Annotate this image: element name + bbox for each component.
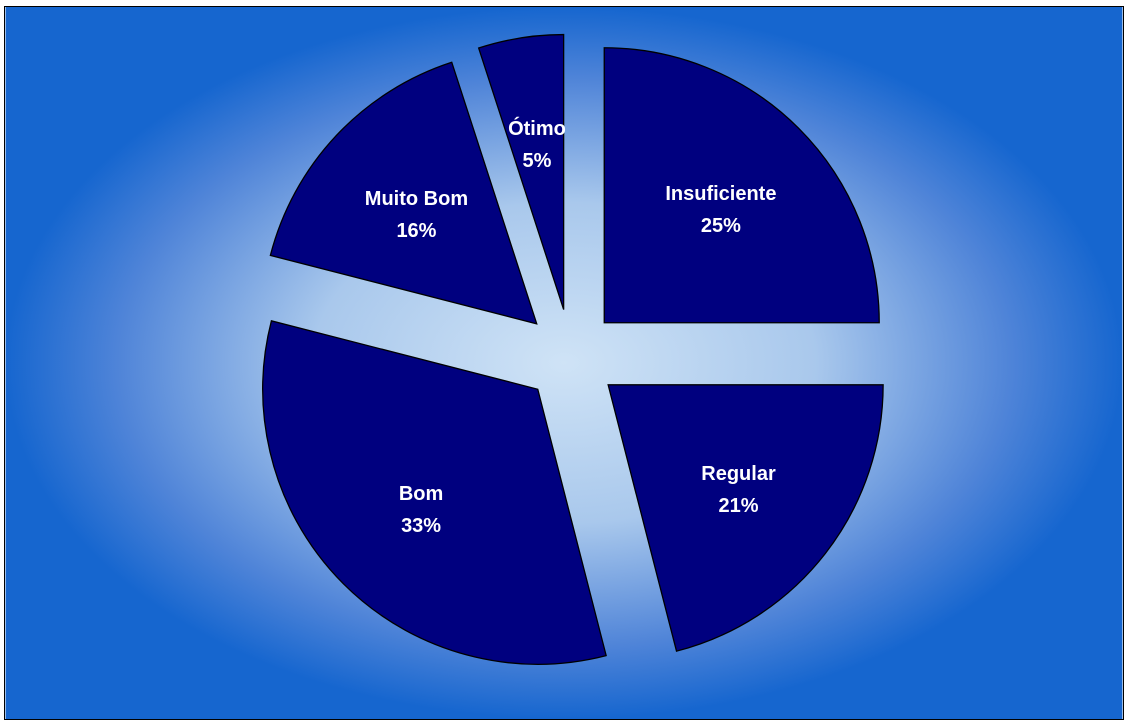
pie-slice-regular [607,384,884,652]
slice-name-label: Bom [399,483,443,505]
pie-slice-insuficiente [603,47,880,324]
slice-percent-label: 25% [701,215,741,237]
slice-name-label: Insuficiente [665,183,776,205]
pie-slice-muito-bom [269,61,538,325]
slice-percent-label: 5% [523,150,552,172]
slice-name-label: Regular [701,463,776,485]
pie-slice-otimo [477,33,565,310]
slice-name-label: Ótimo [508,116,566,140]
slice-percent-label: 33% [401,515,441,537]
slice-percent-label: 16% [396,220,436,242]
chart-area: Insuficiente 25% Regular 21% Bom 33% Muito Bom… [4,6,1124,720]
slice-percent-label: 21% [718,495,758,517]
slice-name-label: Muito Bom [365,188,468,210]
pie-chart: Insuficiente 25% Regular 21% Bom 33% Muito Bom… [262,33,884,665]
pie-slice-bom [262,320,607,665]
